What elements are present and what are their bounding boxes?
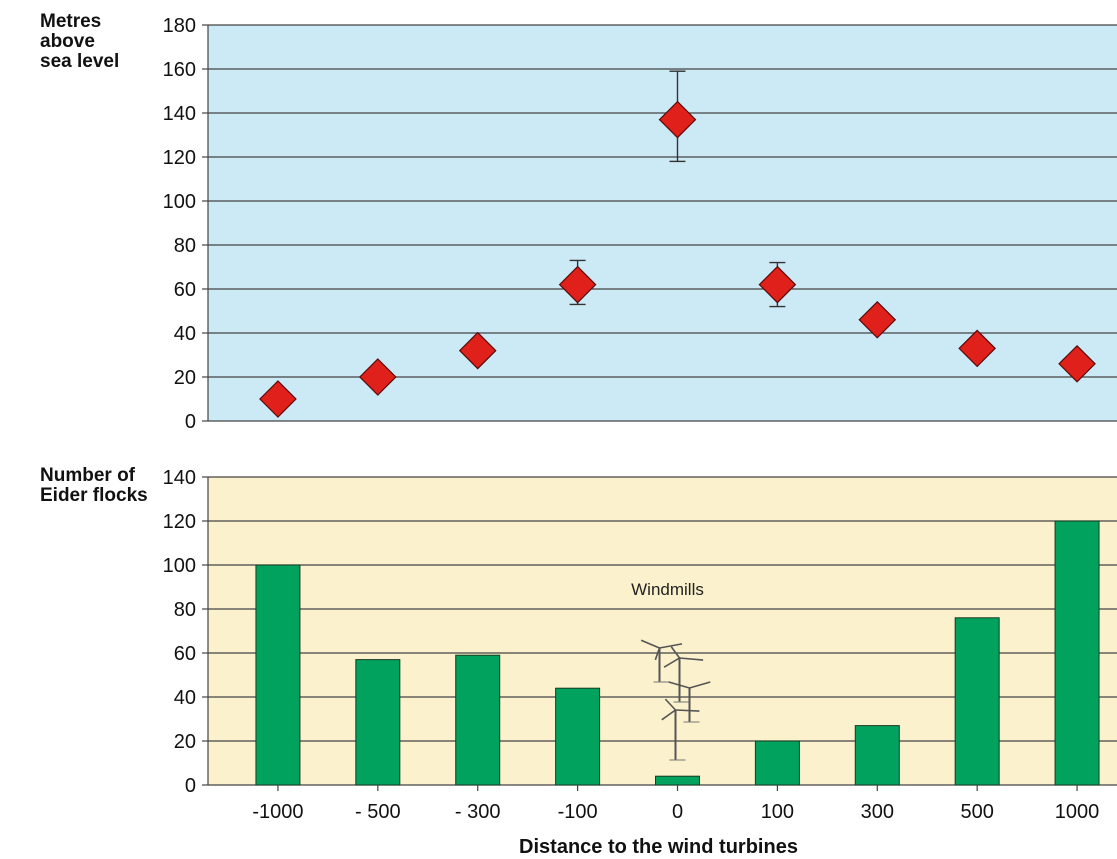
- x-axis-label: Distance to the wind turbines: [519, 836, 798, 858]
- bottom-ylabel-line-1: Number of: [40, 465, 135, 486]
- windmills-annotation: Windmills: [631, 580, 704, 599]
- xtick-label: -1000: [252, 801, 303, 823]
- top-ytick-label: 100: [163, 191, 196, 213]
- bottom-ytick-label: 120: [163, 511, 196, 533]
- turbine-blade: [679, 657, 704, 661]
- bar: [555, 687, 601, 786]
- xtick-label: 100: [761, 801, 794, 823]
- data-point-diamond: [458, 331, 497, 370]
- turbine-blade: [659, 643, 683, 649]
- top-ytick-label: 20: [174, 367, 196, 389]
- turbine-blade: [661, 709, 676, 721]
- turbine-blade: [640, 639, 660, 649]
- top-ytick-label: 80: [174, 235, 196, 257]
- bottom-ytick-label: 20: [174, 731, 196, 753]
- turbine-blade: [664, 698, 677, 711]
- bar: [255, 564, 301, 786]
- bar: [854, 725, 900, 786]
- turbine-blade: [689, 681, 711, 689]
- top-ytick-label: 0: [185, 411, 196, 433]
- top-ytick-label: 40: [174, 323, 196, 345]
- bottom-ytick-label: 0: [185, 775, 196, 797]
- turbine-blade: [663, 657, 680, 668]
- data-point-diamond: [259, 380, 297, 418]
- data-point-diamond: [758, 265, 797, 304]
- windmills-icon: [640, 639, 711, 761]
- data-point-diamond: [658, 100, 697, 139]
- bar: [655, 775, 700, 786]
- bar: [455, 654, 501, 786]
- top-ylabel-line-2: above: [40, 31, 95, 52]
- top-ytick-label: 120: [163, 147, 196, 169]
- bottom-ytick-label: 100: [163, 555, 196, 577]
- top-ytick-label: 160: [163, 59, 196, 81]
- data-point-diamond: [1058, 344, 1096, 383]
- top-ytick-label: 180: [163, 15, 196, 37]
- turbine-blade: [668, 681, 690, 689]
- top-ylabel-line-3: sea level: [40, 51, 120, 72]
- bar: [754, 740, 800, 786]
- data-point-diamond: [958, 329, 997, 368]
- top-y-axis-label: Metres above sea level: [40, 12, 119, 72]
- xtick-label: - 500: [355, 801, 401, 823]
- top-ytick-label: 140: [163, 103, 196, 125]
- xtick-label: 1000: [1055, 801, 1100, 823]
- xtick-label: 0: [672, 801, 683, 823]
- bottom-ylabel-line-2: Eider flocks: [40, 485, 148, 506]
- data-point-diamond: [558, 265, 597, 304]
- bar: [355, 659, 401, 786]
- data-point-diamond: [858, 300, 897, 339]
- xtick-label: -100: [558, 801, 598, 823]
- top-ytick-label: 60: [174, 279, 196, 301]
- bottom-y-axis-label: Number of Eider flocks: [40, 466, 148, 506]
- turbine-blade: [654, 647, 661, 661]
- bottom-ytick-label: 80: [174, 599, 196, 621]
- bottom-ytick-label: 60: [174, 643, 196, 665]
- xtick-label: - 300: [455, 801, 501, 823]
- bar: [1054, 520, 1100, 786]
- turbine-blade: [675, 709, 700, 712]
- xtick-label: 500: [960, 801, 993, 823]
- bar: [954, 617, 1000, 786]
- data-point-diamond: [358, 358, 397, 396]
- xtick-label: 300: [861, 801, 894, 823]
- turbine-blade: [670, 646, 681, 659]
- top-ylabel-line-1: Metres: [40, 11, 102, 32]
- bottom-ytick-label: 140: [163, 467, 196, 489]
- bottom-ytick-label: 40: [174, 687, 196, 709]
- altitude-panel: 0 20 40 60 80 100 120 140 160 180: [163, 15, 1117, 433]
